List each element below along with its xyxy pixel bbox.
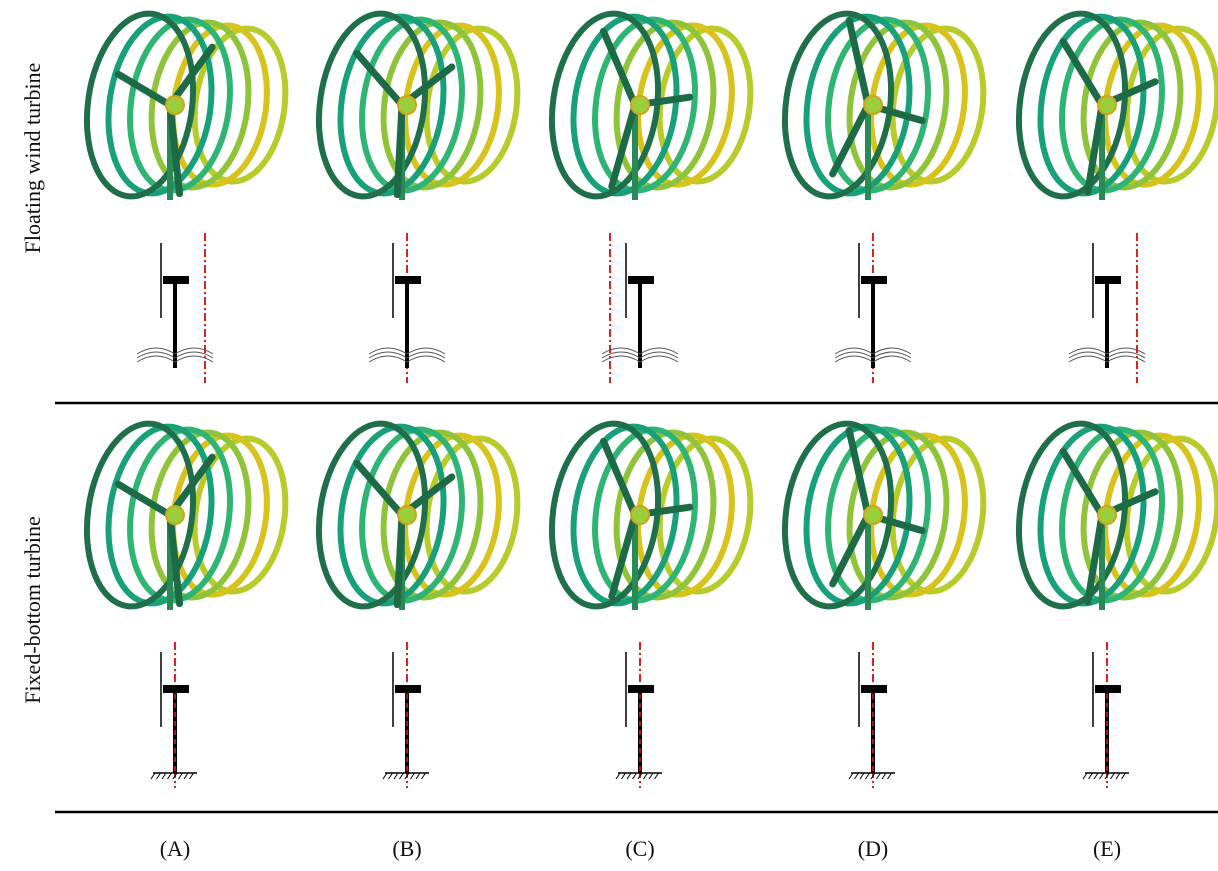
hub-vortex xyxy=(631,506,649,524)
hub-vortex xyxy=(1098,96,1116,114)
ground-hatch xyxy=(416,773,420,779)
ground-hatch xyxy=(383,773,387,779)
ground-hatch xyxy=(1094,773,1098,779)
ground-hatch xyxy=(394,773,398,779)
hub-vortex xyxy=(398,506,416,524)
row-label: Fixed-bottom turbine xyxy=(20,516,45,704)
ground-hatch xyxy=(860,773,864,779)
ground-hatch xyxy=(633,773,637,779)
hub-vortex xyxy=(864,506,882,524)
ground-hatch xyxy=(1089,773,1093,779)
panel-label: (D) xyxy=(858,836,889,861)
row-label: Floating wind turbine xyxy=(20,63,45,254)
ground-hatch xyxy=(622,773,626,779)
ground-hatch xyxy=(1100,773,1104,779)
ground-hatch xyxy=(627,773,631,779)
blade-tip-vortex xyxy=(118,74,170,105)
hub-vortex xyxy=(166,506,184,524)
figure: Floating wind turbine Fixed-bottom turbi… xyxy=(0,0,1218,866)
ground-hatch xyxy=(151,773,155,779)
ground-hatch xyxy=(1116,773,1120,779)
blade-tip-vortex xyxy=(118,484,170,515)
ground-hatch xyxy=(422,773,426,779)
ground-hatch xyxy=(411,773,415,779)
ground-hatch xyxy=(655,773,659,779)
ground-hatch xyxy=(649,773,653,779)
ground-hatch xyxy=(179,773,183,779)
panel-label: (A) xyxy=(160,836,191,861)
ground-hatch xyxy=(1083,773,1087,779)
hub-vortex xyxy=(398,96,416,114)
ground-hatch xyxy=(168,773,172,779)
ground-hatch xyxy=(616,773,620,779)
hub-vortex xyxy=(166,96,184,114)
ground-hatch xyxy=(882,773,886,779)
hub-vortex xyxy=(1098,506,1116,524)
ground-hatch xyxy=(184,773,188,779)
hub-vortex xyxy=(864,96,882,114)
ground-hatch xyxy=(644,773,648,779)
vortex-ring xyxy=(1117,23,1218,188)
ground-hatch xyxy=(849,773,853,779)
ground-hatch xyxy=(190,773,194,779)
blade-tip-vortex xyxy=(397,105,402,195)
ground-hatch xyxy=(400,773,404,779)
ground-hatch xyxy=(1122,773,1126,779)
vortex-ring xyxy=(1117,433,1218,598)
panel-label: (B) xyxy=(392,836,421,861)
ground-hatch xyxy=(157,773,161,779)
ground-hatch xyxy=(1111,773,1115,779)
panel-label: (C) xyxy=(625,836,654,861)
panel-label: (E) xyxy=(1093,836,1121,861)
ground-hatch xyxy=(888,773,892,779)
ground-hatch xyxy=(866,773,870,779)
blade-tip-vortex xyxy=(397,515,402,605)
ground-hatch xyxy=(855,773,859,779)
ground-hatch xyxy=(877,773,881,779)
ground-hatch xyxy=(389,773,393,779)
ground-hatch xyxy=(162,773,166,779)
hub-vortex xyxy=(631,96,649,114)
